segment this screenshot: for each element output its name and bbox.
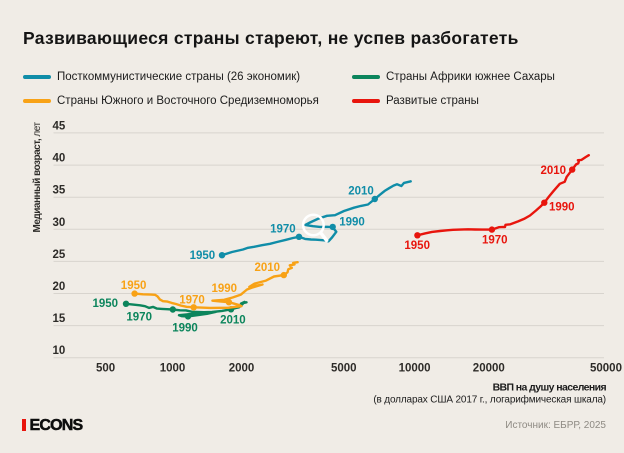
svg-text:35: 35	[53, 185, 66, 197]
svg-text:1990: 1990	[172, 322, 198, 334]
svg-text:15: 15	[53, 313, 66, 325]
svg-text:10: 10	[53, 345, 66, 357]
svg-text:50000: 50000	[590, 363, 622, 375]
svg-text:1950: 1950	[404, 240, 430, 252]
svg-text:1990: 1990	[339, 217, 365, 229]
svg-text:1990: 1990	[212, 283, 238, 295]
svg-text:1970: 1970	[482, 235, 508, 247]
svg-text:40: 40	[53, 153, 66, 165]
svg-text:1970: 1970	[270, 224, 296, 236]
svg-text:1950: 1950	[93, 298, 119, 310]
svg-text:30: 30	[53, 217, 66, 229]
svg-text:2010: 2010	[220, 314, 246, 326]
svg-text:1970: 1970	[179, 295, 205, 307]
svg-text:500: 500	[96, 363, 115, 375]
svg-text:Медианный возраст, лет: Медианный возраст, лет	[32, 122, 43, 233]
svg-text:(в долларах США 2017 г., логар: (в долларах США 2017 г., логарифмическая…	[373, 394, 606, 406]
svg-text:2010: 2010	[348, 186, 374, 198]
svg-text:ВВП на душу населения: ВВП на душу населения	[493, 382, 607, 394]
svg-text:5000: 5000	[331, 363, 357, 375]
svg-text:20000: 20000	[473, 363, 505, 375]
svg-text:20: 20	[53, 281, 66, 293]
svg-text:1000: 1000	[160, 363, 186, 375]
svg-text:1990: 1990	[549, 202, 575, 214]
svg-text:2000: 2000	[229, 363, 255, 375]
svg-text:1970: 1970	[126, 311, 152, 323]
svg-text:2010: 2010	[541, 165, 567, 177]
svg-text:2010: 2010	[255, 262, 281, 274]
svg-text:45: 45	[53, 120, 66, 132]
svg-text:1950: 1950	[190, 250, 216, 262]
svg-text:1950: 1950	[121, 280, 147, 292]
svg-text:10000: 10000	[399, 363, 431, 375]
svg-text:25: 25	[53, 249, 66, 261]
